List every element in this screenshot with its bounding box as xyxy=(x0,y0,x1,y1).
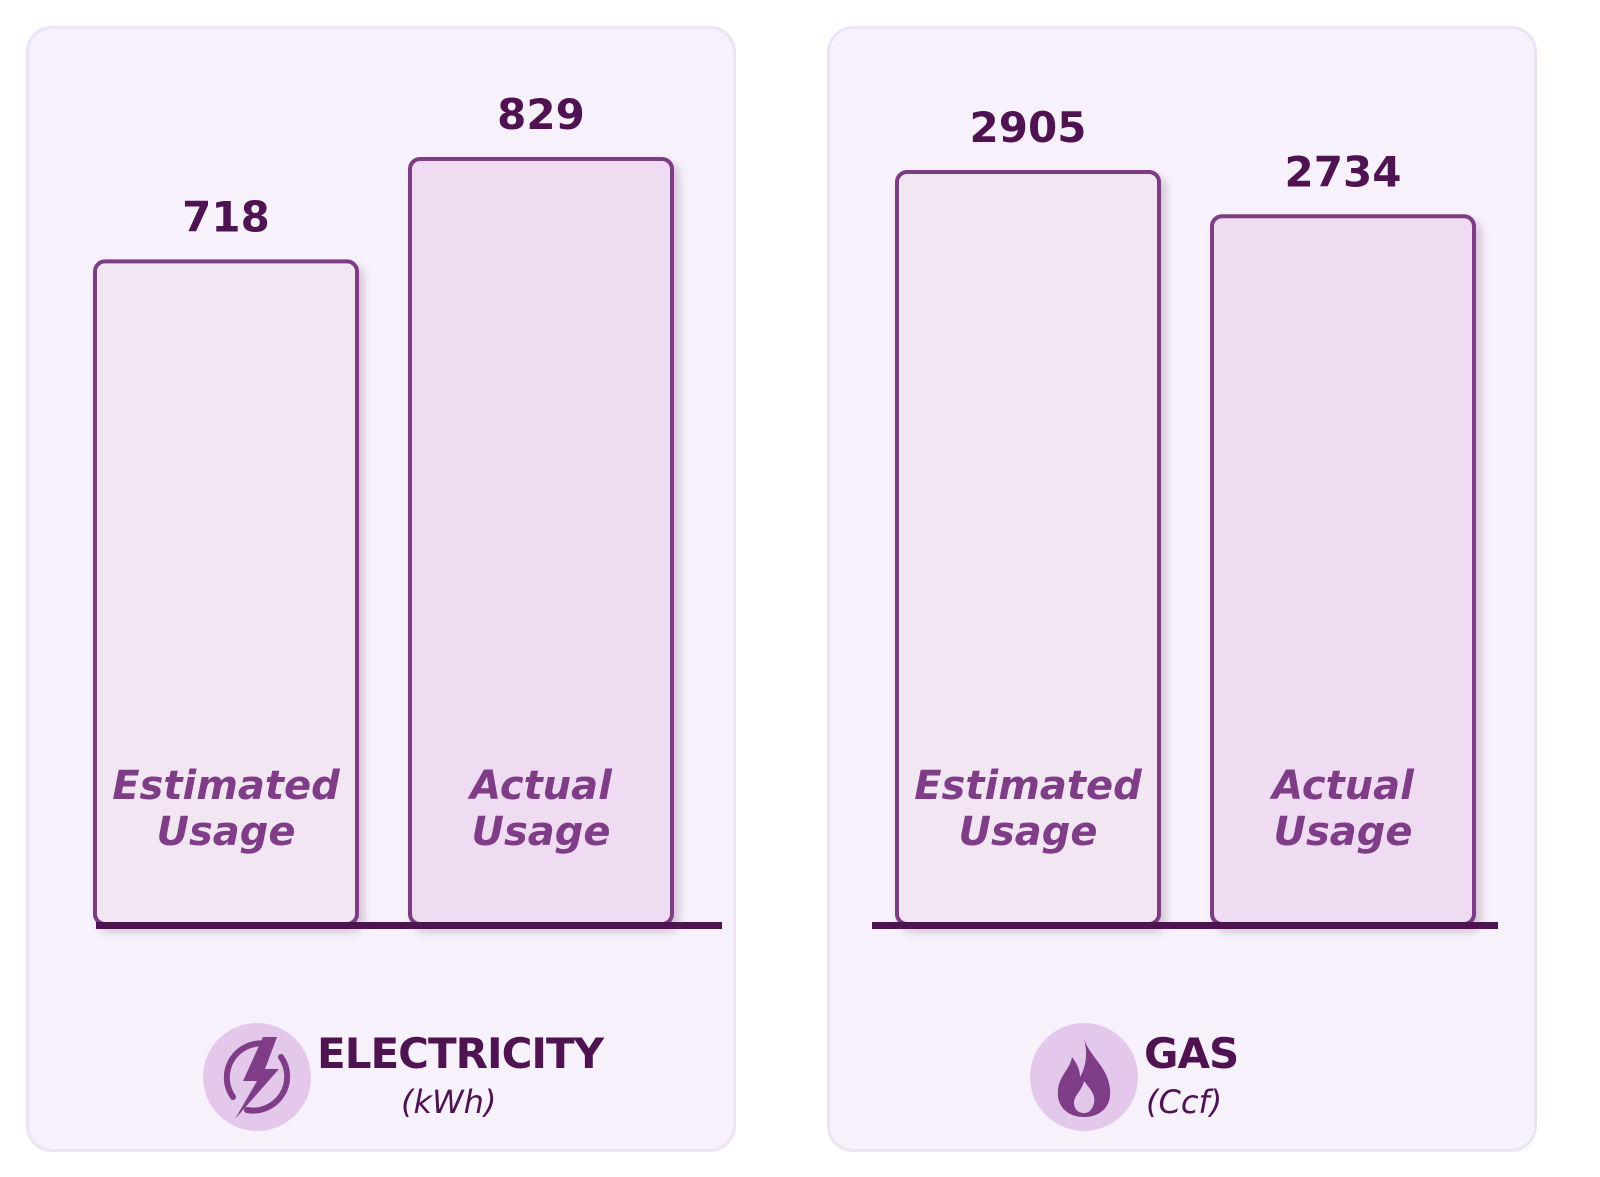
flame-icon xyxy=(1030,1023,1138,1131)
gas-value-label: 2905 xyxy=(970,103,1087,152)
gas-baseline xyxy=(872,922,1498,929)
gas-unit: (Ccf) xyxy=(1146,1083,1223,1121)
gas-value-label: 2734 xyxy=(1285,147,1402,196)
lightning-bolt-icon xyxy=(203,1023,311,1131)
electricity-unit: (kWh) xyxy=(401,1083,497,1121)
gas-category-label: Estimated Usage xyxy=(914,763,1142,855)
electricity-value-label: 829 xyxy=(497,90,585,139)
electricity-category-label: Estimated Usage xyxy=(112,763,340,855)
electricity-chart: 718 Estimated Usage 829 Actual Usage xyxy=(93,90,722,929)
gas-label: GAS xyxy=(1144,1029,1239,1078)
gas-panel: 2905 Estimated Usage 2734 Actual Usage GAS (C… xyxy=(827,26,1537,1152)
electricity-panel: 718 Estimated Usage 829 Actual Usage ELECTRIC… xyxy=(26,26,736,1152)
electricity-baseline xyxy=(96,922,722,929)
gas-chart: 2905 Estimated Usage 2734 Actual Usage xyxy=(872,103,1498,929)
gas-category-label: Actual Usage xyxy=(1269,763,1415,855)
electricity-value-label: 718 xyxy=(182,192,270,241)
electricity-category-label: Actual Usage xyxy=(467,763,613,855)
electricity-label: ELECTRICITY xyxy=(317,1029,604,1078)
